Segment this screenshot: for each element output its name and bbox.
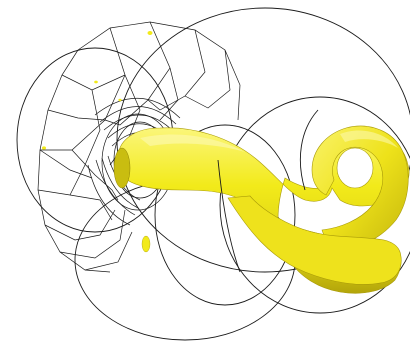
fragment-3 [42, 146, 46, 150]
hub-arc-7 [101, 157, 139, 209]
orbit-ring-mid [154, 124, 296, 306]
orbit-ring-right [219, 96, 410, 314]
hub-arc-3 [103, 114, 173, 131]
hook-hole [336, 147, 374, 189]
tube-mouth [113, 147, 131, 189]
isosurface-fragments [42, 31, 153, 253]
fragment-5 [118, 98, 122, 102]
tube-highlight [140, 134, 245, 152]
cage-strut-d [159, 67, 179, 121]
tube-hook [311, 125, 409, 253]
hub-arc-2 [99, 106, 177, 125]
tube-lower-sweep [227, 195, 402, 285]
cage-panel-10 [84, 231, 133, 271]
hub-arc-9 [87, 164, 131, 226]
hub-arc-6 [95, 159, 136, 216]
hook-highlight [340, 130, 398, 148]
cage-panel-6 [47, 109, 106, 121]
cage-strut-a [71, 149, 119, 201]
ring-over-tube [217, 159, 241, 273]
orbit-ring-large-top [116, 7, 410, 273]
cage-panel-9 [59, 209, 126, 259]
cage-panel-8 [44, 209, 116, 241]
fragment-4 [94, 80, 98, 84]
fragment-1 [141, 235, 151, 253]
cage-strut-b [39, 149, 93, 179]
cage-panel-4 [184, 49, 231, 109]
cage-panel-7 [37, 189, 113, 221]
isosurface-tube [113, 109, 410, 294]
wireframe-cage [37, 21, 241, 273]
hub-arc-1 [94, 97, 181, 119]
cage-strut-e [69, 89, 101, 196]
ring-over-hook [299, 109, 319, 191]
fragment-2 [147, 31, 153, 35]
